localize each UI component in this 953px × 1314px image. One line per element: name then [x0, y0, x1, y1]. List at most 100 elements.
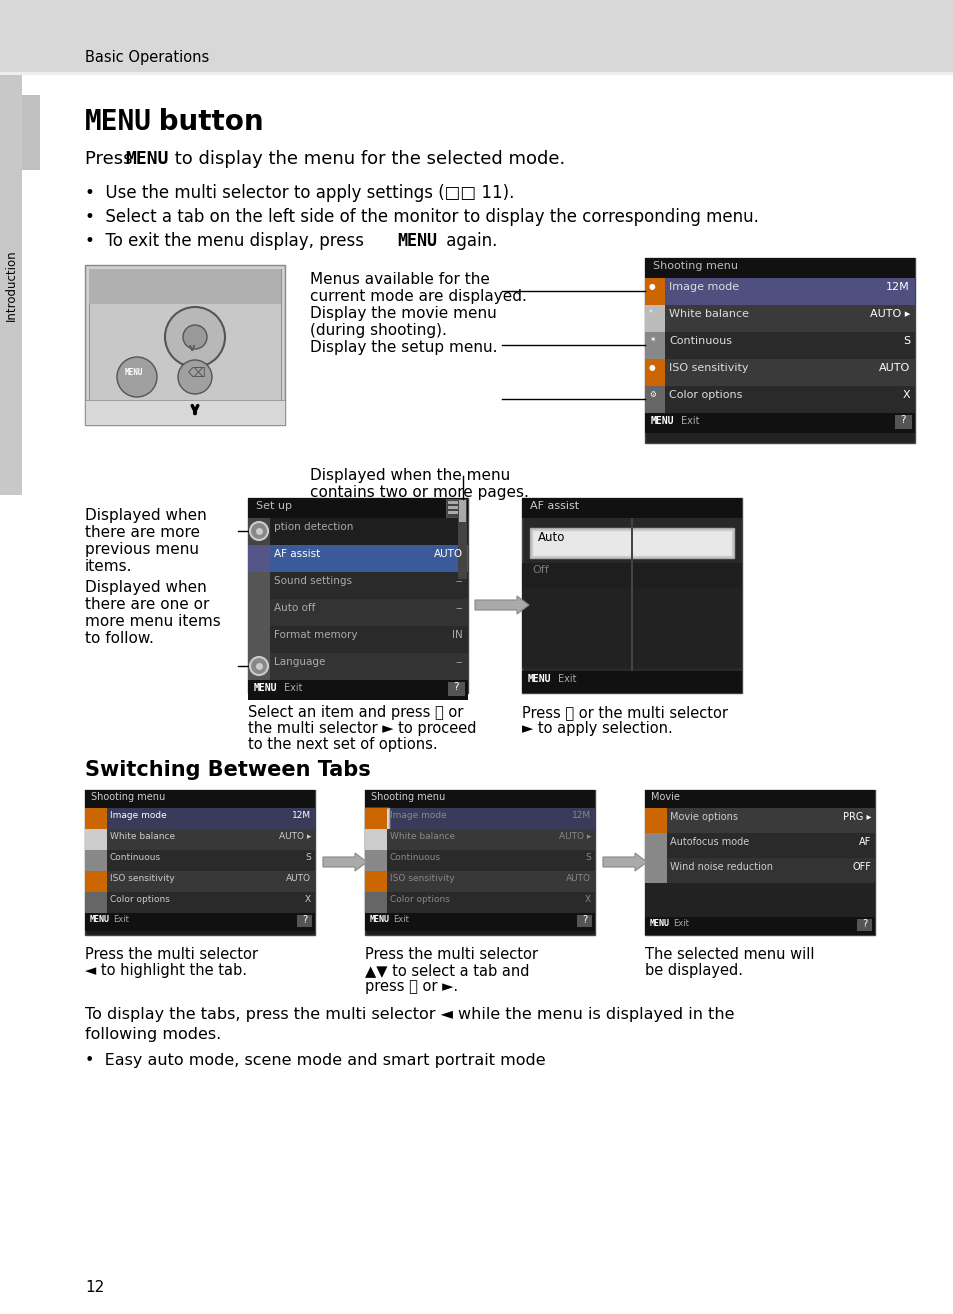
Bar: [85, 871, 314, 892]
Bar: [644, 305, 664, 332]
Text: OFF: OFF: [851, 862, 870, 872]
Bar: [365, 808, 387, 829]
Text: Auto off: Auto off: [274, 603, 315, 614]
Text: Color options: Color options: [110, 895, 170, 904]
FancyArrow shape: [602, 853, 646, 871]
Bar: [644, 332, 914, 359]
Bar: [248, 599, 468, 625]
Text: Shooting menu: Shooting menu: [652, 261, 738, 271]
Bar: [365, 790, 595, 808]
Bar: [89, 269, 281, 420]
Bar: [365, 829, 387, 850]
Bar: [448, 506, 461, 509]
Text: there are more: there are more: [85, 526, 200, 540]
Text: Exit: Exit: [112, 915, 129, 924]
Text: AUTO: AUTO: [286, 874, 311, 883]
Bar: [248, 545, 270, 572]
Bar: [644, 305, 914, 332]
Text: Exit: Exit: [680, 417, 699, 426]
Text: be displayed.: be displayed.: [644, 963, 742, 978]
Text: previous menu: previous menu: [85, 541, 199, 557]
Text: Basic Operations: Basic Operations: [85, 50, 209, 64]
Bar: [85, 850, 314, 871]
Bar: [365, 829, 595, 850]
Text: Off: Off: [532, 565, 548, 576]
Bar: [248, 599, 270, 625]
Bar: [248, 518, 270, 545]
Bar: [644, 279, 664, 305]
Text: ?: ?: [862, 918, 866, 929]
Text: •  To exit the menu display, press: • To exit the menu display, press: [85, 233, 369, 250]
Bar: [365, 892, 595, 913]
Bar: [448, 511, 461, 514]
Bar: [446, 499, 463, 516]
Text: Switching Between Tabs: Switching Between Tabs: [85, 759, 371, 781]
Text: again.: again.: [440, 233, 497, 250]
Bar: [85, 829, 314, 850]
Text: White balance: White balance: [110, 832, 175, 841]
Bar: [85, 892, 314, 913]
Bar: [644, 858, 874, 883]
Bar: [248, 545, 468, 572]
Text: Exit: Exit: [284, 683, 302, 692]
Text: ⌫: ⌫: [188, 367, 206, 380]
Text: MENU: MENU: [370, 915, 390, 924]
Text: S: S: [902, 336, 909, 346]
Circle shape: [250, 657, 268, 675]
Text: Displayed when: Displayed when: [85, 509, 207, 523]
Bar: [85, 829, 107, 850]
Bar: [521, 671, 741, 692]
Text: Language: Language: [274, 657, 325, 668]
Text: following modes.: following modes.: [85, 1028, 221, 1042]
FancyArrow shape: [475, 597, 529, 614]
Text: ?: ?: [453, 682, 458, 692]
Text: AUTO ▸: AUTO ▸: [558, 832, 590, 841]
Bar: [577, 915, 592, 926]
Text: to display the menu for the selected mode.: to display the menu for the selected mod…: [169, 150, 565, 168]
Bar: [85, 808, 314, 829]
Text: --: --: [455, 576, 462, 586]
Text: there are one or: there are one or: [85, 597, 209, 612]
Bar: [85, 265, 285, 424]
Text: Shooting menu: Shooting menu: [91, 792, 165, 802]
Text: Exit: Exit: [393, 915, 409, 924]
Circle shape: [178, 360, 212, 394]
Bar: [85, 808, 107, 829]
Bar: [365, 790, 595, 936]
Text: AUTO ▸: AUTO ▸: [869, 309, 909, 319]
Text: Color options: Color options: [668, 390, 741, 399]
Text: S: S: [305, 853, 311, 862]
Bar: [248, 518, 468, 545]
Bar: [644, 808, 874, 833]
Bar: [248, 653, 270, 681]
Text: ?: ?: [582, 915, 587, 925]
Bar: [248, 498, 468, 518]
Bar: [0, 75, 22, 495]
Bar: [248, 625, 468, 653]
Bar: [365, 850, 387, 871]
Bar: [365, 808, 389, 829]
Text: To display the tabs, press the multi selector ◄ while the menu is displayed in t: To display the tabs, press the multi sel…: [85, 1007, 734, 1022]
Bar: [365, 892, 387, 913]
Text: items.: items.: [85, 558, 132, 574]
Bar: [448, 682, 464, 696]
Bar: [248, 653, 468, 681]
Bar: [248, 498, 468, 692]
Bar: [85, 850, 107, 871]
Bar: [89, 269, 281, 304]
Text: button: button: [149, 108, 263, 137]
Bar: [644, 386, 664, 413]
Bar: [457, 499, 467, 579]
Text: Press the multi selector: Press the multi selector: [85, 947, 257, 962]
Text: Movie options: Movie options: [669, 812, 738, 823]
Bar: [458, 501, 465, 522]
Text: Menus available for the: Menus available for the: [310, 272, 489, 286]
Text: v: v: [189, 343, 195, 353]
Text: MENU: MENU: [650, 417, 674, 426]
Text: Exit: Exit: [672, 918, 688, 928]
Bar: [448, 501, 461, 505]
Text: Autofocus mode: Autofocus mode: [669, 837, 748, 848]
Bar: [530, 528, 733, 558]
Text: AUTO: AUTO: [565, 874, 590, 883]
Text: ISO sensitivity: ISO sensitivity: [110, 874, 174, 883]
